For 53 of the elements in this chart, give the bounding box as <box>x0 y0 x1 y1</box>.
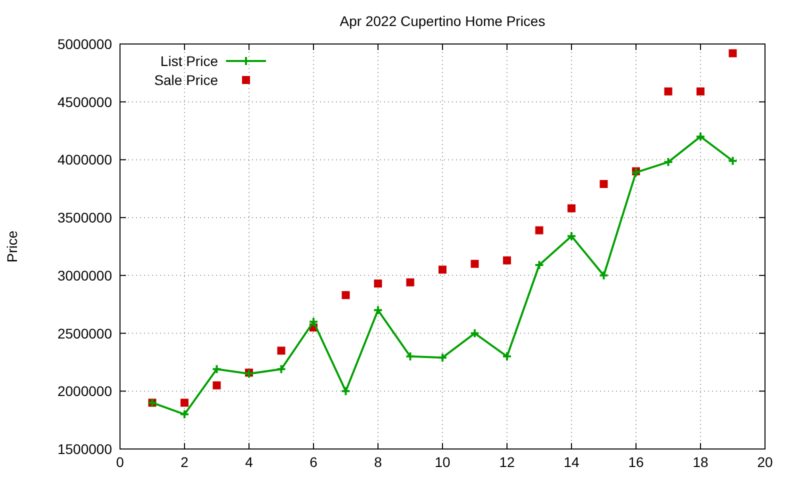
point <box>728 49 737 58</box>
point <box>598 270 609 280</box>
chart-title: Apr 2022 Cupertino Home Prices <box>340 13 546 29</box>
point <box>212 381 221 390</box>
x-tick-label: 14 <box>564 454 580 470</box>
point <box>470 328 480 338</box>
point <box>438 352 448 363</box>
x-tick-label: 12 <box>499 454 515 470</box>
x-tick-label: 2 <box>180 454 189 470</box>
y-tick-label: 3000000 <box>57 267 112 284</box>
x-tick-label: 6 <box>310 454 318 470</box>
x-tick-label: 10 <box>434 454 450 470</box>
point <box>277 346 286 355</box>
point <box>535 226 544 234</box>
y-tick-label: 1500000 <box>57 441 112 457</box>
point <box>180 398 188 407</box>
point <box>342 291 350 300</box>
x-tick-label: 16 <box>628 454 644 470</box>
point <box>180 409 190 420</box>
x-tick-label: 20 <box>757 454 773 470</box>
point <box>276 364 286 374</box>
point <box>568 204 576 212</box>
y-tick-label: 4500000 <box>57 94 112 110</box>
x-tick-label: 4 <box>245 454 254 470</box>
legend-label: List Price <box>160 53 218 69</box>
point <box>664 87 672 96</box>
point <box>308 316 318 327</box>
point <box>696 87 704 96</box>
point <box>503 256 511 264</box>
point <box>502 351 512 362</box>
x-tick-label: 8 <box>374 454 382 470</box>
y-tick-label: 2500000 <box>57 325 112 342</box>
point <box>438 266 446 274</box>
x-tick-label: 0 <box>116 454 124 470</box>
point <box>600 180 608 188</box>
point <box>374 280 382 288</box>
point <box>212 364 222 374</box>
point <box>696 132 706 142</box>
point <box>566 231 576 242</box>
y-tick-label: 4000000 <box>57 152 112 168</box>
point <box>406 278 414 286</box>
legend-label: Sale Price <box>154 72 218 88</box>
y-tick-label: 5000000 <box>57 36 112 52</box>
x-tick-label: 18 <box>692 454 708 470</box>
point <box>470 260 479 268</box>
y-tick-label: 2000000 <box>57 383 112 400</box>
point <box>373 305 383 316</box>
point <box>663 157 674 168</box>
point <box>534 260 544 270</box>
y-tick-label: 3500000 <box>57 210 112 226</box>
point <box>340 386 351 396</box>
y-axis-title: Price <box>4 230 20 262</box>
point <box>405 351 416 362</box>
